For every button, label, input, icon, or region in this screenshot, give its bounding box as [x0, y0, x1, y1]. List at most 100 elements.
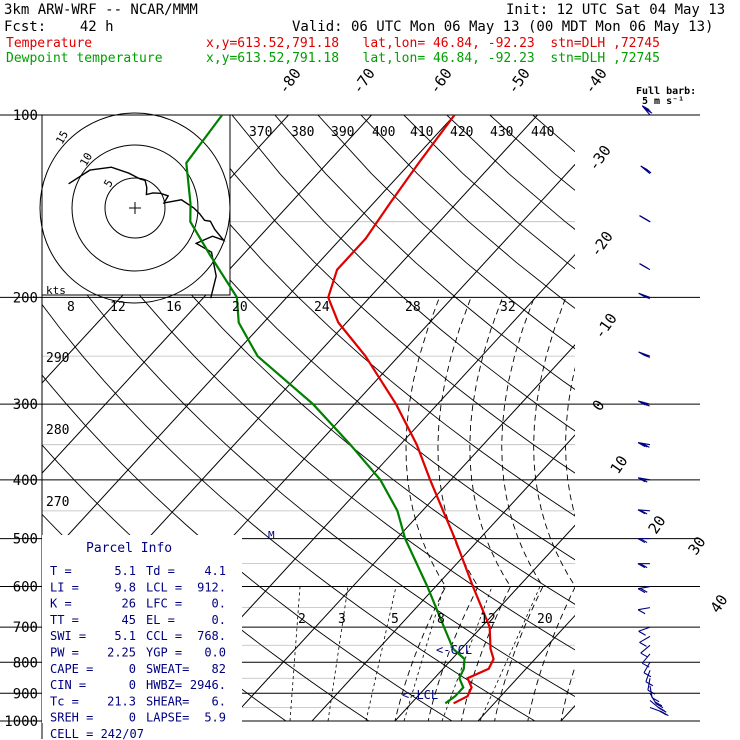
mixing-ratio-label: 20 [232, 300, 248, 315]
parcel-row-value: 4.1 [204, 564, 226, 578]
barb-staff [637, 442, 651, 446]
barb-flag [637, 563, 646, 569]
barb-flag [654, 701, 663, 707]
barb-flag [640, 652, 649, 658]
parcel-info-panel: Parcel Info T = 5.1 Td = 4.1 LI = 9.8 LCL = 912.… [42, 535, 242, 740]
theta-label: 420 [450, 125, 473, 140]
hodograph-ring-1 [104, 177, 166, 239]
hodograph-trace [68, 166, 226, 299]
parcel-row-label: EL = [146, 613, 175, 627]
moist-adiabat-8 [460, 297, 512, 721]
parcel-row-label: LAPSE= [146, 711, 189, 725]
barb-staff [641, 653, 651, 664]
parcel-row-value: 26 [122, 597, 136, 611]
barb-staff [647, 678, 651, 691]
mixing-ratio-label: 32 [500, 300, 516, 315]
barb-flag [642, 401, 650, 407]
barb-flag [639, 641, 647, 647]
mixing-ratio-label: 8 [437, 612, 445, 627]
mixing-ratio-label: 12 [110, 300, 126, 315]
wind-barb [638, 400, 651, 407]
barb-staff [640, 644, 651, 654]
theta-label: 280 [46, 423, 69, 438]
barb-flag [639, 442, 648, 448]
theta-label: 390 [331, 125, 354, 140]
parcel-row-value: 6. [212, 694, 226, 708]
temperature-trace [327, 115, 495, 705]
forecast-hour: Fcst: 42 h [4, 19, 114, 35]
parcel-row-value: 9.8 [114, 580, 136, 594]
parcel-row-label: CIN = [50, 678, 86, 692]
isotherm-label: -70 [349, 65, 379, 98]
isotherm-label: -60 [426, 65, 456, 98]
wind-barb [637, 538, 650, 544]
barb-staff [643, 661, 651, 674]
hodo-units-label: kts [46, 284, 66, 297]
barb-flag [637, 609, 646, 615]
barb-flag [659, 710, 667, 716]
wind-barb [637, 563, 650, 569]
dry-adiabat-390 [360, 115, 575, 309]
temperature-location: x,y=613.52,791.18 lat,lon= 46.84, -92.23… [206, 36, 660, 51]
isotherm--20 [228, 344, 575, 721]
theta-label: 410 [410, 125, 433, 140]
dry-adiabat-460 [662, 115, 740, 734]
dry-adiabat-420 [489, 115, 575, 191]
barb-flag [637, 442, 646, 448]
parcel-row-label: HWBZ= [146, 678, 182, 692]
parcel-info-title: Parcel Info [86, 541, 172, 556]
barb-flag [637, 538, 646, 544]
pressure-label-900: 900 [13, 686, 38, 702]
wind-barb [640, 644, 651, 658]
parcel-row-value: 0.0 [204, 646, 226, 660]
parcel-row-label: LI = [50, 580, 79, 594]
isotherm--10 [311, 434, 575, 721]
dry-adiabat-350 [188, 115, 575, 474]
barb-flag [645, 681, 654, 687]
moist-adiabat-20 [560, 366, 575, 721]
barb-staff [645, 670, 651, 682]
parcel-row-value: 0. [212, 597, 226, 611]
barb-flag [638, 400, 646, 406]
mixing-ratio-label: 12 [480, 612, 496, 627]
wind-barbs [637, 105, 669, 717]
mixing-ratio-label: 28 [405, 300, 421, 315]
theta-label: 400 [372, 125, 395, 140]
barb-flag [637, 477, 646, 483]
parcel-row-label: YGP = [146, 646, 182, 660]
dewpoint-trace [185, 115, 466, 705]
parcel-row-label: TT = [50, 613, 79, 627]
isotherm-30 [632, 115, 740, 734]
wind-barb [641, 105, 653, 116]
pressure-label-500: 500 [13, 532, 38, 548]
barb-flag [643, 106, 651, 112]
isotherm-label: 10 [607, 452, 632, 477]
moist-adiabat-12 [494, 297, 544, 721]
isotherm-40 [715, 115, 740, 734]
barb-flag [642, 442, 650, 448]
theta-label: 380 [291, 125, 314, 140]
mixing-ratio-label: 20 [537, 612, 553, 627]
isotherm-10 [477, 614, 575, 721]
barb-flag [639, 587, 648, 593]
moist-adiabat-16 [527, 297, 575, 721]
dry-adiabat-380 [317, 115, 575, 350]
parcel-row-label: CCL = [146, 629, 182, 643]
dry-adiabat-300 [42, 231, 575, 698]
mixing-ratio-label: 16 [166, 300, 182, 315]
isotherm-label: 0 [589, 397, 609, 415]
marker-annotation: M [268, 529, 275, 542]
barb-staff [638, 626, 651, 632]
barb-staff [637, 586, 651, 590]
barb-flag [651, 697, 660, 703]
parcel-row-value: 5.9 [204, 711, 226, 725]
barb-flag [643, 672, 652, 678]
barb-flag [647, 689, 656, 695]
hodo-ring-label: 10 [77, 151, 95, 169]
barb-flag [642, 294, 651, 300]
mixing-ratio-label: 2 [298, 612, 306, 627]
isotherm-label: 40 [707, 591, 732, 616]
wind-barb [647, 678, 656, 695]
wind-barb [639, 215, 651, 223]
isotherm-label: 20 [645, 512, 670, 537]
